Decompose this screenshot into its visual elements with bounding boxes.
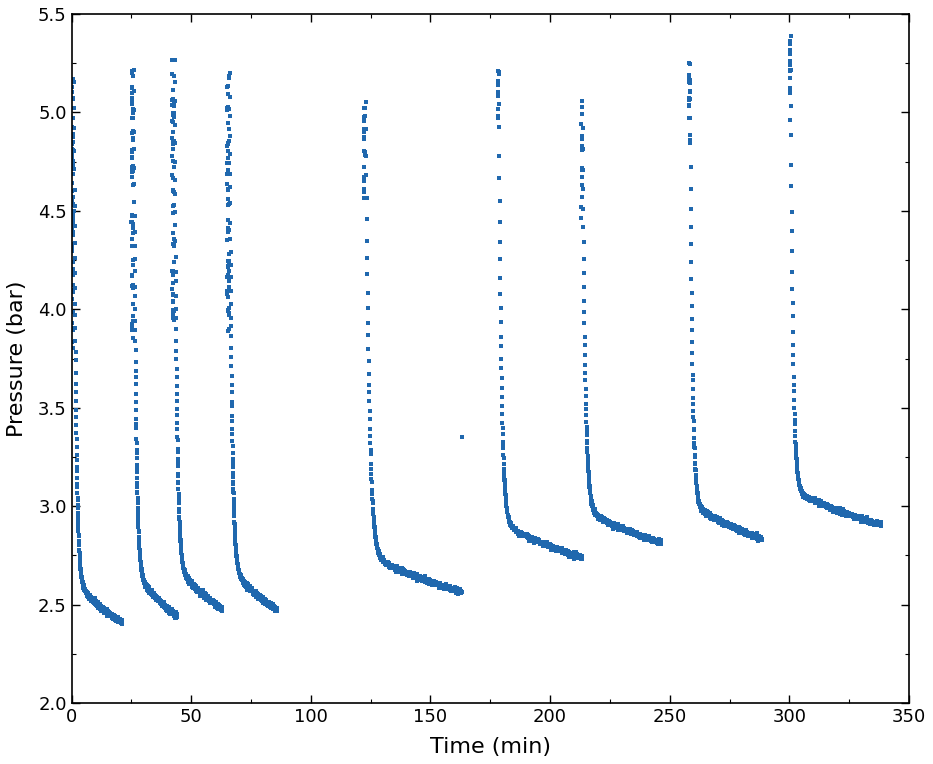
X-axis label: Time (min): Time (min) [430, 737, 550, 757]
Y-axis label: Pressure (bar): Pressure (bar) [7, 280, 27, 437]
